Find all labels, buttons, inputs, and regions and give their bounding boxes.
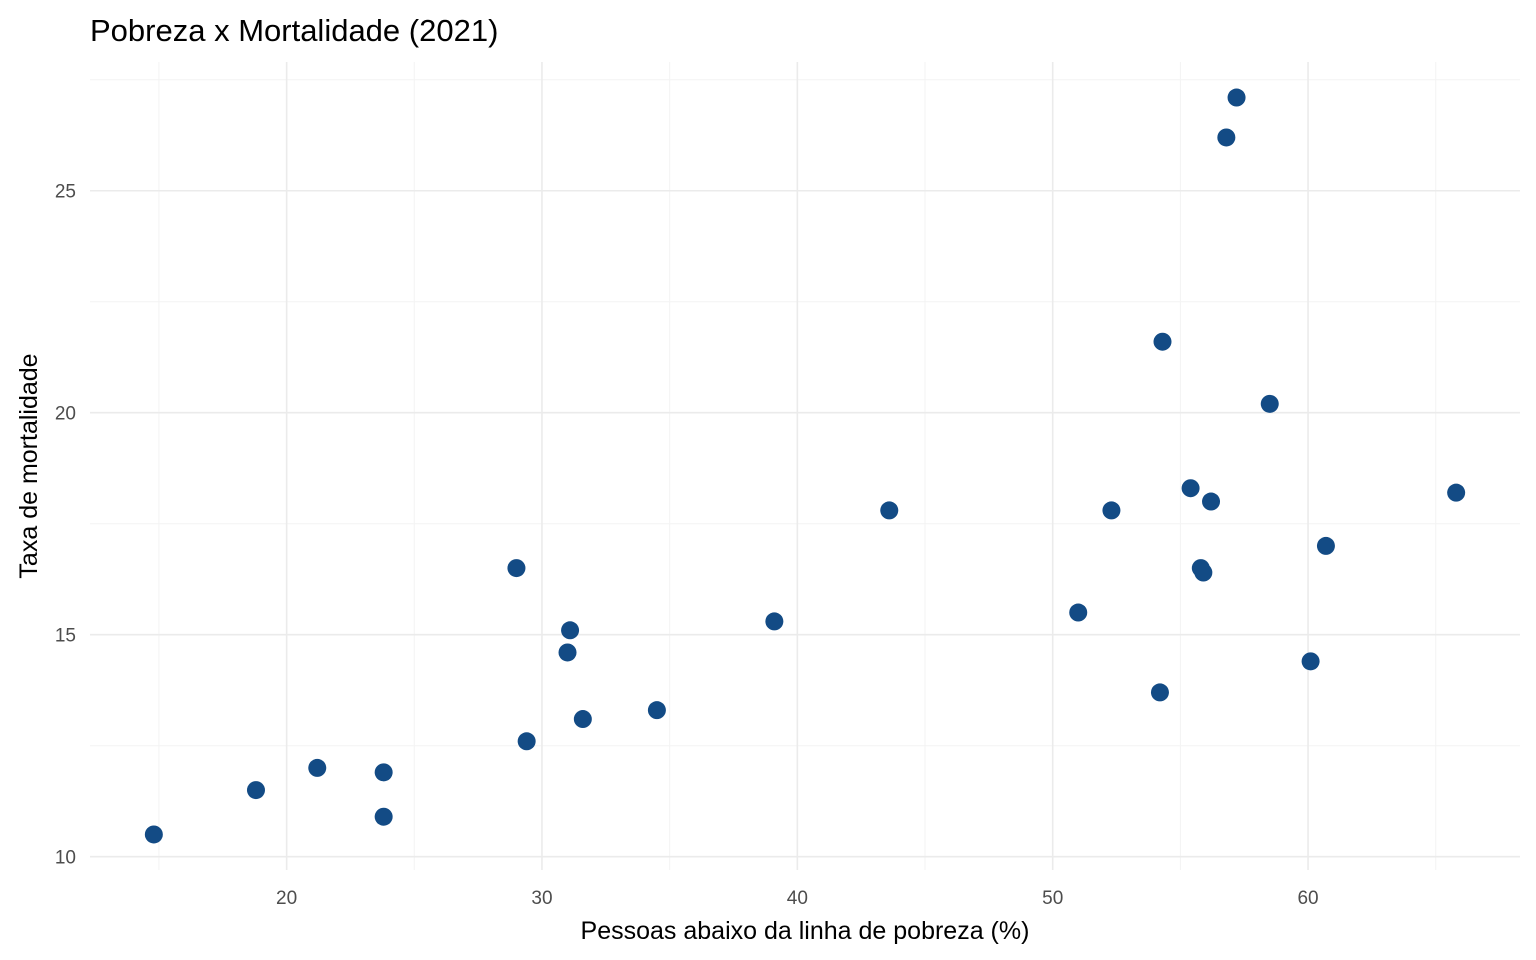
data-point [561,621,580,640]
y-axis-label: Taxa de mortalidade [15,353,43,578]
data-point [517,732,536,751]
x-axis-label: Pessoas abaixo da linha de pobreza (%) [581,917,1030,945]
data-point [1227,88,1246,107]
data-point [765,612,784,631]
data-point [558,643,577,662]
major-gridlines [90,62,1520,870]
data-point [1150,683,1169,702]
y-tick-label: 10 [55,848,76,869]
y-tick-label: 25 [55,182,76,203]
data-point [1102,501,1121,520]
data-point [144,825,163,844]
data-point [507,559,526,578]
chart-title: Pobreza x Mortalidade (2021) [90,13,498,48]
data-point [374,763,393,782]
y-axis-ticks: 10 15 20 25 [55,182,76,869]
data-point [1069,603,1088,622]
data-point [1194,563,1213,582]
x-tick-label: 60 [1297,888,1318,909]
data-point [246,781,265,800]
data-point [1301,652,1320,671]
x-tick-label: 20 [276,888,297,909]
x-tick-label: 40 [787,888,808,909]
x-tick-label: 30 [531,888,552,909]
data-point [1202,492,1221,511]
data-point [374,807,393,826]
data-points [144,88,1466,844]
x-axis-ticks: 20 30 40 50 60 [276,888,1319,909]
data-point [880,501,899,520]
minor-gridlines [90,62,1520,870]
data-point [1153,332,1172,351]
x-tick-label: 50 [1042,888,1063,909]
y-tick-label: 15 [55,626,76,647]
data-point [1217,128,1236,147]
y-tick-label: 20 [55,404,76,425]
data-point [573,710,592,729]
data-point [308,758,327,777]
data-point [1447,483,1466,502]
data-point [1316,536,1335,555]
data-point [647,701,666,720]
data-point [1260,394,1279,413]
data-point [1181,479,1200,498]
